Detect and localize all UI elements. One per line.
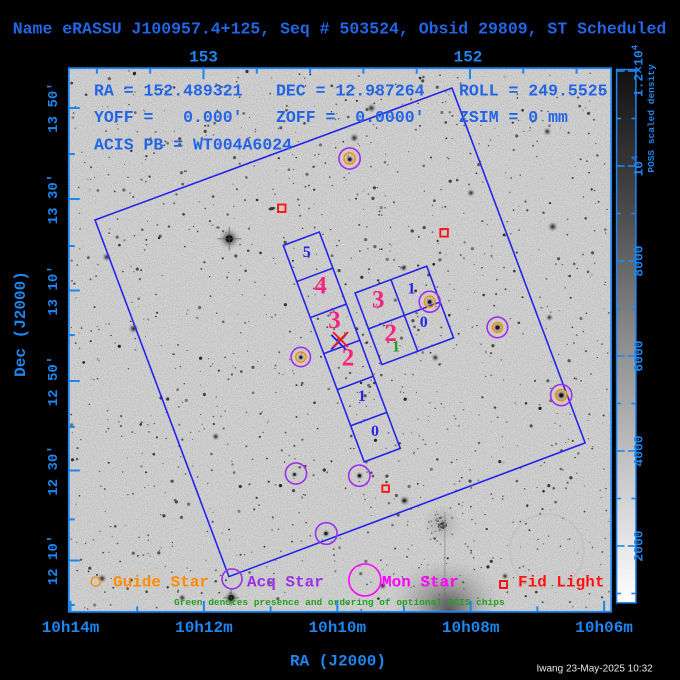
svg-text:10h08m: 10h08m <box>442 619 500 637</box>
svg-text:12 30': 12 30' <box>46 445 62 495</box>
svg-text:4: 4 <box>314 273 327 300</box>
svg-text:Acq Star: Acq Star <box>247 573 324 591</box>
svg-text:152: 152 <box>454 49 483 67</box>
svg-text:13 10': 13 10' <box>46 265 62 315</box>
svg-text:DEC = 12.987264: DEC = 12.987264 <box>276 82 425 101</box>
svg-text:YOFF = 0.000': YOFF = 0.000' <box>94 108 243 127</box>
svg-text:ACIS PB = WT004A6024: ACIS PB = WT004A6024 <box>94 136 292 155</box>
svg-text:RA (J2000): RA (J2000) <box>290 653 386 671</box>
svg-text:1: 1 <box>408 281 416 298</box>
svg-text:3: 3 <box>328 307 341 334</box>
svg-text:13 50': 13 50' <box>46 82 62 132</box>
svg-text:Guide Star: Guide Star <box>113 573 209 591</box>
svg-text:5: 5 <box>303 244 311 261</box>
svg-text:Name eRASSU J100957.4+125, Seq: Name eRASSU J100957.4+125, Seq # 503524,… <box>13 20 667 39</box>
svg-text:10h10m: 10h10m <box>308 619 366 637</box>
svg-text:Mon Star: Mon Star <box>382 573 459 591</box>
svg-text:ZOFF = 0.0000': ZOFF = 0.0000' <box>276 108 425 127</box>
svg-text:2000: 2000 <box>632 530 647 561</box>
svg-text:3: 3 <box>372 287 385 314</box>
svg-text:Dec (J2000): Dec (J2000) <box>12 271 30 377</box>
svg-text:153: 153 <box>189 49 218 67</box>
svg-text:12 50': 12 50' <box>46 356 62 406</box>
svg-text:10h12m: 10h12m <box>175 619 233 637</box>
svg-text:6000: 6000 <box>632 340 647 371</box>
svg-text:10h06m: 10h06m <box>575 619 633 637</box>
svg-text:13 30': 13 30' <box>46 174 62 224</box>
svg-text:12 10': 12 10' <box>46 535 62 585</box>
svg-text:2: 2 <box>384 320 397 347</box>
svg-text:8000: 8000 <box>632 245 647 276</box>
svg-text:1.2×104: 1.2×104 <box>631 44 647 97</box>
svg-text:POSS scaled density: POSS scaled density <box>646 64 657 173</box>
svg-text:Fid Light: Fid Light <box>518 573 604 591</box>
svg-text:RA = 152.489321: RA = 152.489321 <box>94 82 243 101</box>
svg-text:4000: 4000 <box>632 435 647 466</box>
svg-text:1: 1 <box>358 388 366 405</box>
svg-text:0: 0 <box>420 314 428 331</box>
svg-text:Iwang 23-May-2025 10:32: Iwang 23-May-2025 10:32 <box>537 664 654 675</box>
svg-text:Green denotes presence and ord: Green denotes presence and ordering of o… <box>174 597 505 608</box>
svg-text:ROLL = 249.5525: ROLL = 249.5525 <box>459 82 608 101</box>
svg-text:1: 1 <box>392 339 400 356</box>
svg-text:0: 0 <box>371 423 379 440</box>
svg-text:2: 2 <box>342 345 355 372</box>
svg-text:10h14m: 10h14m <box>42 619 100 637</box>
svg-text:ZSIM = 0 mm: ZSIM = 0 mm <box>459 108 568 127</box>
